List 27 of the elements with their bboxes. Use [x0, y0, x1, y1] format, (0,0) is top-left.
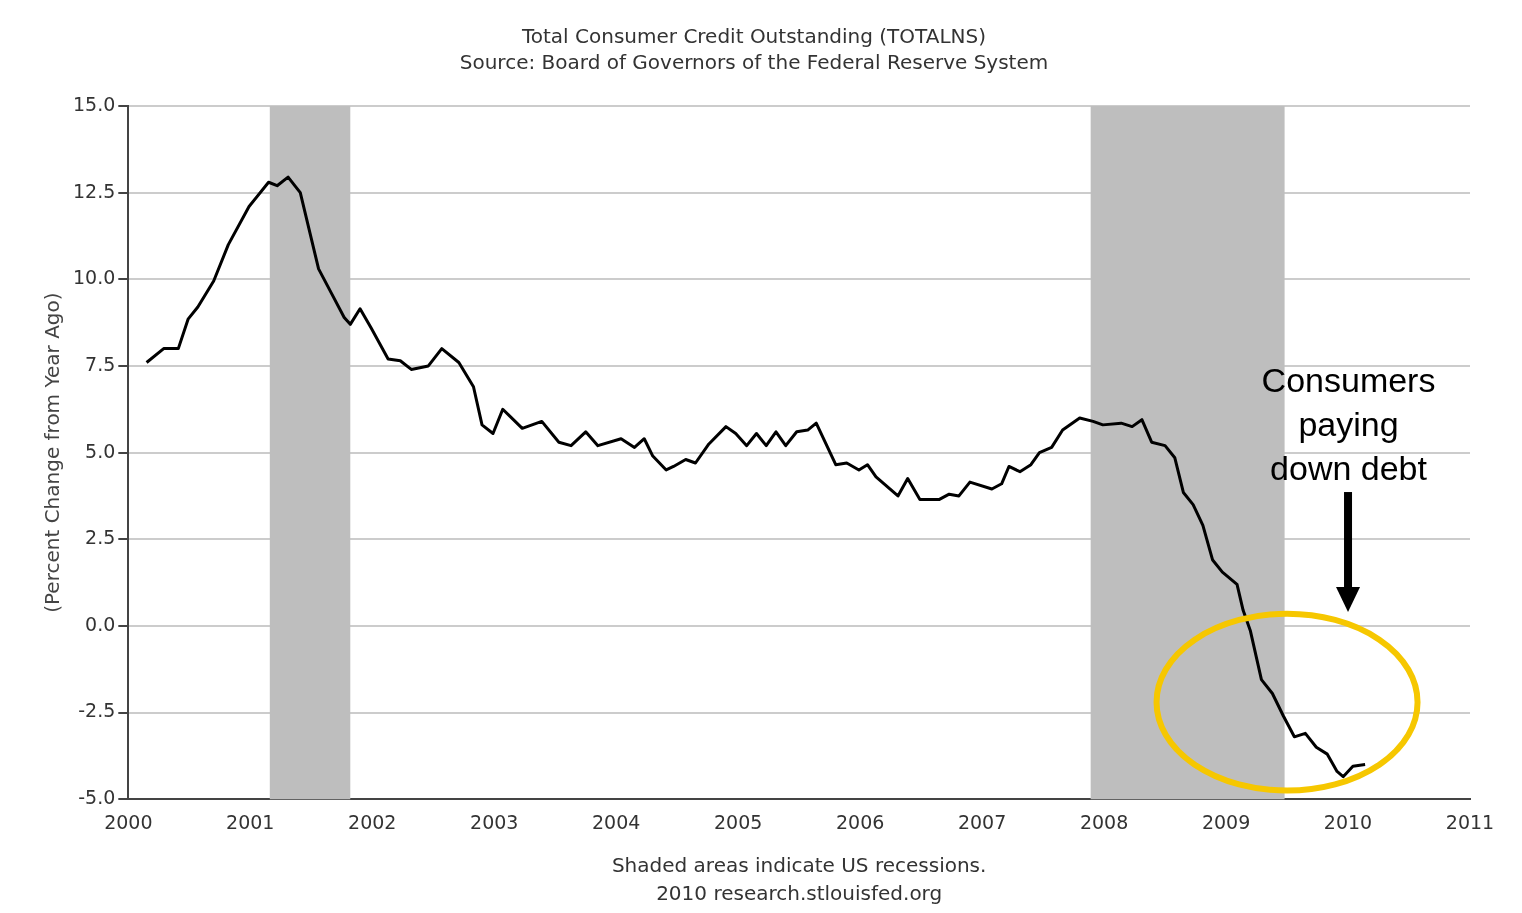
y-tick-label: 15.0 — [72, 92, 116, 115]
chart-title: Total Consumer Credit Outstanding (TOTALNS) — [520, 24, 987, 49]
x-tick-label: 2000 — [104, 810, 153, 833]
y-tick-label: -2.5 — [78, 699, 116, 722]
y-tick-label: 2.5 — [85, 526, 116, 549]
text: 2010 research.stlouisfed.org — [656, 881, 943, 906]
y-tick-label: 5.0 — [85, 439, 116, 462]
x-tick-label: 2009 — [1201, 810, 1251, 833]
y-tick-label: -5.0 — [78, 786, 116, 809]
x-tick-label: 2005 — [713, 810, 763, 833]
x-tick-label: 2004 — [592, 810, 641, 833]
y-axis-title: (Percent Change from Year Ago) — [40, 292, 65, 613]
x-tick-label: 2010 — [1323, 810, 1373, 833]
chart-subtitle: Source: Board of Governors of the Federal Reserve System — [459, 50, 1049, 75]
x-tick-label: 2011 — [1445, 810, 1495, 833]
text: Shaded areas indicate US recessions. — [611, 853, 987, 878]
x-tick-label: 2007 — [957, 810, 1007, 833]
x-tick-label: 2003 — [470, 810, 519, 833]
annotation: Consumers paying down debt — [1261, 360, 1437, 490]
y-tick-label: 0.0 — [85, 612, 116, 635]
x-tick-label: 2008 — [1079, 810, 1129, 833]
y-tick-label: 7.5 — [85, 352, 116, 375]
y-tick-label: 12.5 — [72, 179, 116, 202]
x-tick-label: 2001 — [226, 810, 275, 833]
x-tick-label: 2002 — [348, 810, 397, 833]
x-tick-label: 2006 — [835, 810, 885, 833]
y-tick-label: 10.0 — [72, 266, 116, 289]
